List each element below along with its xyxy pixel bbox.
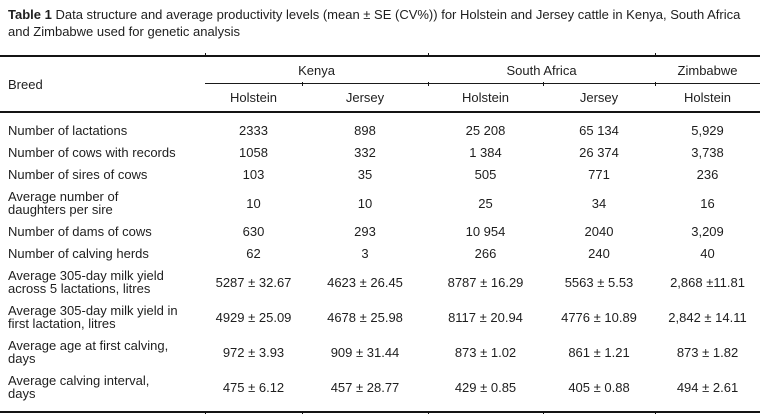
breed-header: Breed [0, 57, 205, 113]
cell-value: 2,842 ± 14.11 [668, 309, 747, 325]
table-row: Number of calving herds 62 3 266 240 40 [0, 243, 760, 265]
cell-value: 62 [246, 246, 261, 261]
column-tick [427, 411, 429, 414]
cell-value: 10 [246, 195, 261, 211]
subheader-kenya-jersey: Jersey [302, 83, 428, 113]
row-label: Average 305-day milk yield in first lact… [8, 303, 178, 331]
cell-value: 3,209 [691, 224, 724, 239]
cell-value: 332 [354, 145, 376, 160]
cell-value: 25 [478, 195, 493, 211]
table-row: Number of dams of cows 630 293 10 954 20… [0, 221, 760, 243]
column-tick [301, 411, 303, 414]
cell-value: 909 ± 31.44 [330, 344, 400, 360]
cell-value: 405 ± 0.88 [568, 379, 630, 395]
table-caption-text: Data structure and average productivity … [8, 7, 741, 39]
table-row: Number of lactations 2333 898 25 208 65 … [0, 112, 760, 142]
cell-value: 429 ± 0.85 [454, 379, 517, 395]
cell-value: 8787 ± 16.29 [447, 274, 524, 290]
table-row: Average age at first calving, days 972 ±… [0, 335, 760, 370]
subheader-sa-jersey: Jersey [543, 83, 656, 113]
breed-header-row: Holstein Jersey Holstein Jersey Holstein [0, 83, 760, 113]
cell-value: 240 [588, 246, 610, 261]
row-label: Average age at first calving, days [8, 338, 169, 366]
table-row: Average calving interval, days 475 ± 6.1… [0, 370, 760, 412]
cell-value: 26 374 [579, 145, 619, 160]
cell-value: 1058 [239, 145, 268, 160]
cell-value: 771 [588, 167, 610, 182]
cell-value: 494 ± 2.61 [676, 379, 739, 395]
row-label: Number of sires of cows [8, 167, 148, 182]
cell-value: 972 ± 3.93 [222, 344, 285, 360]
row-label: Number of cows with records [8, 145, 176, 160]
cell-value: 40 [700, 246, 715, 261]
table-caption-number: Table 1 [8, 7, 52, 22]
cell-value: 873 ± 1.02 [454, 344, 517, 360]
cell-value: 266 [474, 246, 497, 261]
country-header-row: Breed Kenya South Africa Zimbabwe [0, 57, 760, 113]
cell-value: 861 ± 1.21 [568, 344, 630, 360]
cell-value: 8117 ± 20.94 [448, 309, 523, 325]
cell-value: 16 [700, 195, 715, 211]
cell-value: 3,738 [691, 145, 724, 160]
data-table-wrapper: Breed Kenya South Africa Zimbabwe Holste… [0, 53, 760, 414]
cell-value: 293 [354, 224, 376, 239]
table-row: Average 305-day milk yield across 5 lact… [0, 265, 760, 300]
cell-value: 505 [474, 167, 497, 182]
cell-value: 457 ± 28.77 [330, 379, 400, 395]
column-tick [654, 411, 656, 414]
cell-value: 236 [696, 167, 719, 182]
row-label: Number of dams of cows [8, 224, 152, 239]
column-tick [204, 53, 206, 57]
column-tick [542, 81, 544, 86]
column-tick [427, 81, 429, 86]
cell-value: 475 ± 6.12 [222, 379, 285, 395]
cell-value: 5287 ± 32.67 [215, 274, 292, 290]
cell-value: 898 [354, 123, 376, 138]
group-header-south-africa: South Africa [428, 57, 656, 84]
subheader-zimbabwe-holstein: Holstein [655, 83, 760, 113]
column-tick [654, 81, 656, 86]
cell-value: 10 954 [465, 224, 506, 239]
cell-value: 873 ± 1.82 [676, 344, 739, 360]
cell-value: 1 384 [469, 145, 502, 160]
cell-value: 3 [361, 246, 369, 261]
column-tick [301, 81, 303, 86]
cell-value: 5,929 [691, 123, 724, 138]
column-tick [204, 411, 206, 414]
subheader-kenya-holstein: Holstein [205, 83, 302, 113]
group-header-kenya: Kenya [205, 57, 428, 84]
table-caption: Table 1 Data structure and average produ… [0, 0, 760, 40]
group-header-zimbabwe: Zimbabwe [655, 57, 760, 84]
data-table: Breed Kenya South Africa Zimbabwe Holste… [0, 57, 760, 411]
cell-value: 2040 [584, 224, 614, 239]
cell-value: 630 [242, 224, 265, 239]
cell-value: 4623 ± 26.45 [327, 274, 403, 290]
cell-value: 4678 ± 25.98 [327, 309, 403, 325]
row-label: Number of lactations [8, 123, 128, 138]
table-row: Average number of daughters per sire 10 … [0, 186, 760, 221]
cell-value: 2,868 ±11.81 [670, 274, 745, 290]
row-label: Number of calving herds [8, 246, 149, 261]
cell-value: 35 [357, 167, 373, 182]
cell-value: 4776 ± 10.89 [561, 309, 637, 325]
row-label: Average 305-day milk yield across 5 lact… [8, 268, 164, 296]
row-label: Average number of daughters per sire [8, 189, 119, 217]
cell-value: 2333 [239, 123, 268, 138]
cell-value: 25 208 [465, 123, 506, 138]
row-label: Average calving interval, days [8, 373, 150, 401]
column-tick [427, 53, 429, 57]
table-row: Number of sires of cows 103 35 505 771 2… [0, 164, 760, 186]
cell-value: 10 [357, 195, 373, 211]
cell-value: 5563 ± 5.53 [564, 274, 634, 290]
cell-value: 34 [591, 195, 607, 211]
cell-value: 4929 ± 25.09 [215, 309, 292, 325]
cell-value: 65 134 [579, 123, 619, 138]
subheader-sa-holstein: Holstein [428, 83, 543, 113]
cell-value: 103 [242, 167, 265, 182]
column-tick [654, 53, 656, 57]
column-tick [542, 411, 544, 414]
table-row: Number of cows with records 1058 332 1 3… [0, 142, 760, 164]
table-row: Average 305-day milk yield in first lact… [0, 300, 760, 335]
